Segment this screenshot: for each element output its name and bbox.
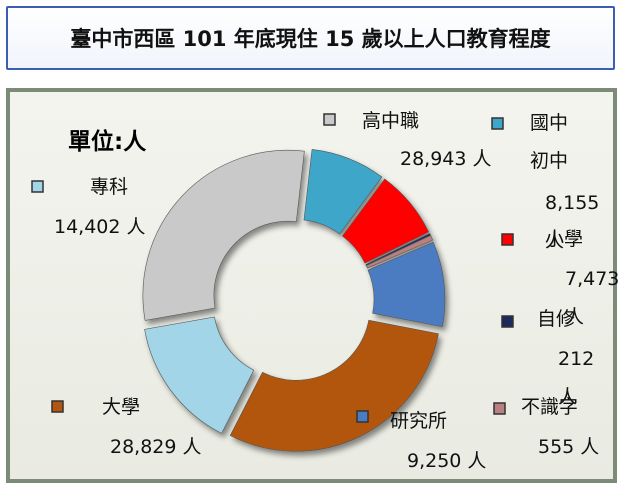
legend-name: 研究所	[390, 410, 448, 432]
legend-swatch	[493, 402, 506, 415]
value-label: 555 人	[538, 436, 600, 458]
value-label: 212 人	[558, 348, 595, 408]
value-label: 14,402 人	[54, 216, 146, 238]
legend-name: 小學	[545, 228, 584, 250]
value-label: 9,250 人	[407, 450, 487, 472]
legend-name: 國中 初中	[530, 112, 569, 172]
donut-slice	[229, 319, 439, 452]
chart-panel: 單位:人 高中職 28,943 人 國中 初中 8,155 人小學 7,473 人自修 2…	[6, 88, 620, 483]
value-label: 8,155 人	[545, 192, 600, 252]
donut-slice	[365, 235, 434, 269]
legend-swatch	[501, 233, 514, 246]
legend-name: 大學	[102, 396, 141, 418]
legend-swatch	[31, 180, 44, 193]
legend-swatch	[51, 400, 64, 413]
donut-slice	[142, 149, 305, 321]
unit-label: 單位:人	[68, 129, 147, 155]
value-label: 28,829 人	[110, 436, 202, 458]
legend-swatch	[491, 117, 504, 130]
legend-name: 專科	[90, 176, 129, 198]
donut-slice	[144, 316, 255, 434]
value-label: 28,943 人	[400, 148, 492, 170]
donut-slice	[367, 241, 446, 328]
legend-name: 自修	[537, 308, 576, 330]
legend-name: 高中職	[362, 110, 420, 132]
value-label: 7,473 人	[565, 268, 620, 328]
legend-swatch	[356, 410, 369, 423]
legend-name: 不識字	[521, 396, 579, 418]
legend-swatch	[323, 113, 336, 126]
legend-swatch	[501, 315, 514, 328]
donut-slice	[303, 149, 383, 235]
title: 臺中市西區 101 年底現住 15 歲以上人口教育程度	[6, 6, 615, 70]
chart	[31, 113, 514, 452]
donut-slice	[342, 178, 430, 264]
